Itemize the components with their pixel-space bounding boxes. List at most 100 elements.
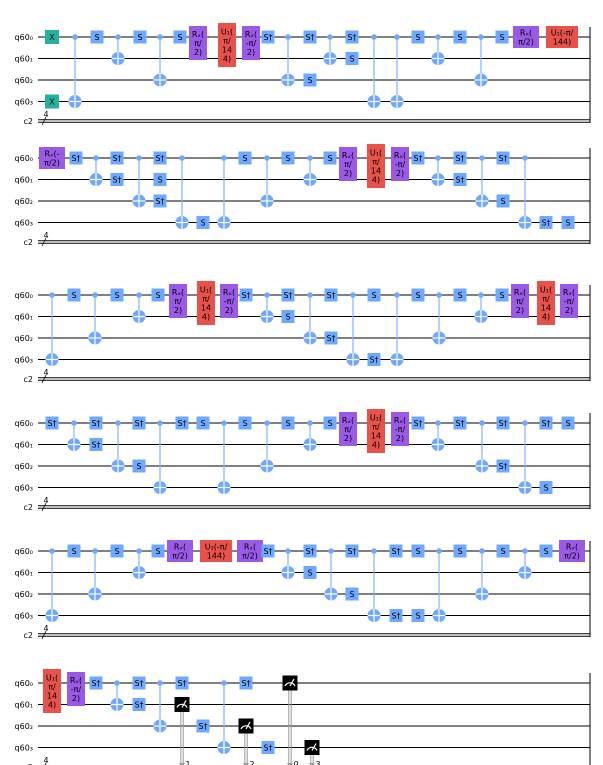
- cnot-control: [436, 292, 442, 298]
- gate-label: S†: [263, 547, 272, 556]
- rx-gate: [513, 26, 539, 48]
- measure-dial: [284, 682, 296, 687]
- gate-label: S: [242, 154, 247, 163]
- gate-label: -π/: [564, 297, 575, 306]
- gate-label: π/2): [172, 552, 188, 561]
- sdg-gate: [132, 416, 146, 430]
- cnot-control: [115, 420, 121, 426]
- rx-gate: [237, 540, 263, 562]
- rx-gate: [391, 412, 409, 446]
- gate-label: U₁(-π/: [205, 543, 228, 552]
- gate-label: 2): [516, 306, 524, 315]
- measure-bit-label: 2: [249, 760, 254, 765]
- cnot-control: [114, 680, 120, 686]
- gate-label: S†: [391, 612, 400, 621]
- classical-width: 4: [43, 231, 48, 240]
- gate-label: 4): [372, 441, 380, 450]
- gate-label: S: [500, 197, 505, 206]
- rx-gate: [339, 412, 357, 446]
- gate-label: π/: [542, 295, 550, 304]
- cnot-control: [49, 548, 55, 554]
- cnot-control: [522, 155, 528, 161]
- gate-label: π/2): [518, 38, 534, 47]
- gate-label: S: [157, 176, 162, 185]
- gate-label: 4): [372, 176, 380, 185]
- gate-label: U₁(: [200, 286, 212, 295]
- gate-label: S†: [326, 291, 335, 300]
- gate-label: S: [155, 291, 160, 300]
- sdg-gate: [345, 30, 359, 44]
- s-gate: [196, 216, 210, 229]
- gate-label: 2): [174, 306, 182, 315]
- u1-gate: [197, 281, 215, 325]
- rx-gate: [220, 284, 238, 318]
- s-gate: [411, 30, 425, 44]
- gate-label: S: [349, 55, 354, 64]
- sdg-gate: [539, 416, 553, 430]
- gate-label: 2): [344, 169, 352, 178]
- sdg-gate: [239, 676, 253, 690]
- gate-label: Rₓ(: [514, 288, 526, 297]
- gate-label: S: [94, 33, 99, 42]
- gate-label: X: [49, 98, 55, 107]
- sdg-gate: [89, 438, 103, 451]
- gate-label: S†: [91, 679, 100, 688]
- s-gate: [453, 30, 467, 44]
- sdg-gate: [496, 151, 510, 165]
- qubit-label: q60₁: [15, 176, 33, 185]
- qubit-label: q60₂: [15, 590, 33, 599]
- sdg-gate: [110, 173, 124, 186]
- sdg-gate: [132, 676, 146, 690]
- measure-dial: [176, 703, 188, 708]
- gate-label: S: [565, 219, 570, 228]
- gate-label: S†: [134, 679, 143, 688]
- gate-label: S†: [391, 547, 400, 556]
- gate-label: S†: [455, 154, 464, 163]
- s-gate: [303, 73, 317, 87]
- s-gate: [539, 481, 553, 494]
- gate-label: S†: [455, 176, 464, 185]
- rx-gate: [169, 284, 187, 318]
- gate-label: 14: [371, 432, 381, 441]
- measure-needle: [245, 721, 251, 730]
- cnot-control: [157, 420, 163, 426]
- gate-label: S: [565, 419, 570, 428]
- cnot-control: [522, 548, 528, 554]
- cnot-control: [136, 548, 142, 554]
- sdg-gate: [367, 353, 381, 366]
- gate-label: 2): [72, 694, 80, 703]
- gate-label: S†: [413, 154, 422, 163]
- gate-label: S: [349, 590, 354, 599]
- measure-needle: [311, 743, 317, 751]
- cnot-control: [221, 680, 227, 686]
- cnot-control: [157, 680, 163, 686]
- sdg-gate: [453, 416, 467, 430]
- sdg-gate: [261, 30, 275, 44]
- rx-gate: [167, 540, 193, 562]
- gate-label: U₁(: [46, 674, 58, 683]
- gate-label: π/: [48, 683, 56, 692]
- gate-label: S: [457, 291, 462, 300]
- s-gate: [496, 194, 510, 208]
- sdg-gate: [281, 288, 295, 302]
- gate-label: S: [327, 419, 332, 428]
- s-gate: [67, 544, 81, 558]
- gate-label: π/2): [44, 159, 60, 168]
- measure-bit-label: 3: [315, 760, 320, 765]
- gate-label: U₁(: [370, 414, 382, 423]
- gate-label: Rₓ(: [244, 543, 256, 552]
- s-gate: [345, 587, 359, 601]
- gate-label: U₁(: [221, 28, 233, 37]
- sdg-gate: [496, 416, 510, 430]
- s-gate: [281, 416, 295, 430]
- sdg-gate: [89, 416, 103, 430]
- measure-bit-label: 1: [185, 760, 190, 765]
- classical-width: 4: [43, 756, 48, 765]
- gate-label: π/: [372, 158, 380, 167]
- qubit-label: q60₂: [15, 334, 33, 343]
- cnot-control: [157, 34, 163, 40]
- cnot-control: [350, 292, 356, 298]
- s-gate: [496, 544, 510, 558]
- gate-label: π/: [516, 297, 524, 306]
- gate-label: -π/: [224, 297, 235, 306]
